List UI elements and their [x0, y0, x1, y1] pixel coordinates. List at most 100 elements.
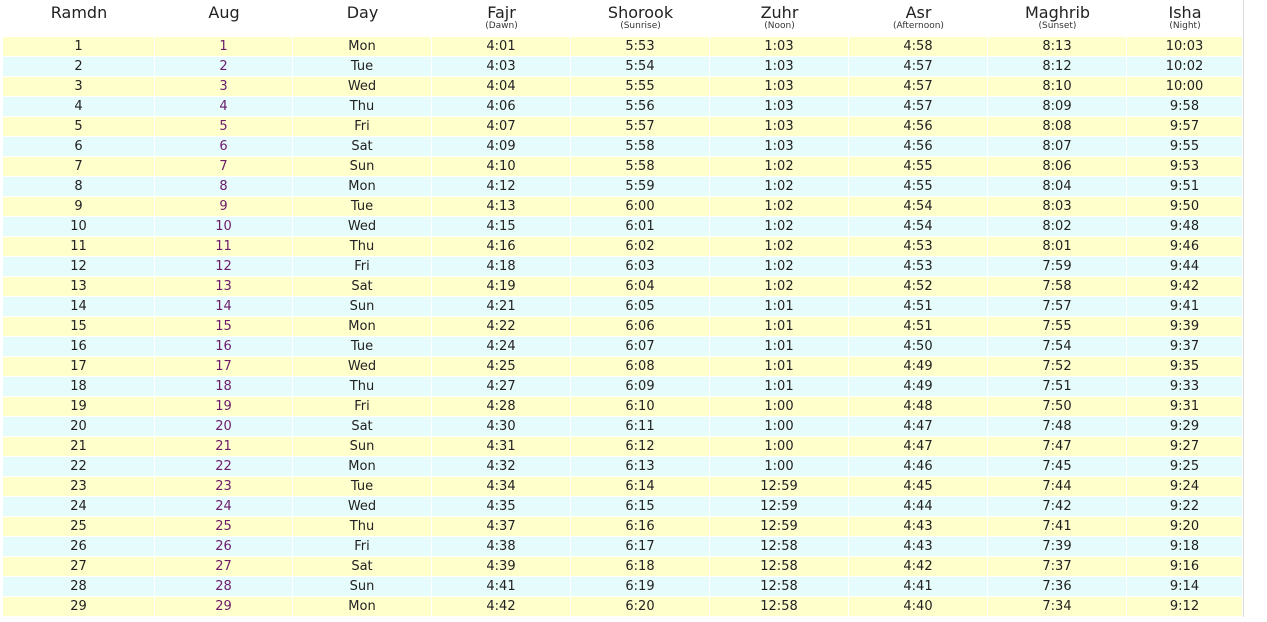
- header-subtitle: (Afternoon): [893, 21, 944, 31]
- day-cell: Wed: [293, 217, 432, 236]
- date-cell: 12: [155, 257, 293, 276]
- time-cell: 6:05: [571, 297, 710, 316]
- date-cell: 13: [155, 277, 293, 296]
- date-cell: 28: [3, 577, 155, 596]
- time-cell: 1:01: [710, 317, 849, 336]
- time-cell: 5:56: [571, 97, 710, 116]
- time-cell: 4:57: [849, 57, 988, 76]
- time-cell: 4:30: [432, 417, 571, 436]
- time-cell: 6:14: [571, 477, 710, 496]
- time-cell: 4:13: [432, 197, 571, 216]
- date-cell: 11: [3, 237, 155, 256]
- time-cell: 9:48: [1127, 217, 1243, 236]
- day-cell: Tue: [293, 197, 432, 216]
- header-cell: Zuhr (Noon): [710, 0, 849, 37]
- time-cell: 4:43: [849, 517, 988, 536]
- time-cell: 8:02: [988, 217, 1127, 236]
- time-cell: 9:55: [1127, 137, 1243, 156]
- time-cell: 1:03: [710, 37, 849, 56]
- time-cell: 6:04: [571, 277, 710, 296]
- header-cell: Asr (Afternoon): [849, 0, 988, 37]
- time-cell: 1:03: [710, 97, 849, 116]
- date-cell: 2: [155, 57, 293, 76]
- time-cell: 4:28: [432, 397, 571, 416]
- day-cell: Sun: [293, 577, 432, 596]
- time-cell: 7:44: [988, 477, 1127, 496]
- time-cell: 9:27: [1127, 437, 1243, 456]
- day-cell: Mon: [293, 317, 432, 336]
- date-cell: 3: [3, 77, 155, 96]
- date-cell: 15: [3, 317, 155, 336]
- time-cell: 6:11: [571, 417, 710, 436]
- time-cell: 4:51: [849, 317, 988, 336]
- time-cell: 1:00: [710, 457, 849, 476]
- header-subtitle: (Noon): [764, 21, 795, 31]
- day-cell: Mon: [293, 597, 432, 616]
- date-cell: 10: [155, 217, 293, 236]
- day-cell: Wed: [293, 357, 432, 376]
- time-cell: 9:57: [1127, 117, 1243, 136]
- time-cell: 5:54: [571, 57, 710, 76]
- time-cell: 9:12: [1127, 597, 1243, 616]
- time-cell: 4:56: [849, 117, 988, 136]
- time-cell: 8:01: [988, 237, 1127, 256]
- time-cell: 9:33: [1127, 377, 1243, 396]
- time-cell: 4:37: [432, 517, 571, 536]
- day-cell: Sun: [293, 437, 432, 456]
- date-cell: 25: [155, 517, 293, 536]
- header-title: Fajr: [487, 3, 516, 22]
- day-cell: Wed: [293, 497, 432, 516]
- time-cell: 1:03: [710, 77, 849, 96]
- time-cell: 4:03: [432, 57, 571, 76]
- time-cell: 1:01: [710, 377, 849, 396]
- time-cell: 4:41: [849, 577, 988, 596]
- time-cell: 4:39: [432, 557, 571, 576]
- time-cell: 7:59: [988, 257, 1127, 276]
- time-cell: 10:02: [1127, 57, 1243, 76]
- time-cell: 9:25: [1127, 457, 1243, 476]
- header-title: Asr: [905, 3, 932, 22]
- time-cell: 4:32: [432, 457, 571, 476]
- date-cell: 23: [155, 477, 293, 496]
- header-subtitle: (Sunrise): [620, 21, 661, 31]
- time-cell: 4:41: [432, 577, 571, 596]
- header-subtitle: (Night): [1169, 21, 1201, 31]
- time-cell: 1:00: [710, 397, 849, 416]
- date-cell: 22: [3, 457, 155, 476]
- time-cell: 4:57: [849, 97, 988, 116]
- time-cell: 8:03: [988, 197, 1127, 216]
- date-cell: 6: [3, 137, 155, 156]
- time-cell: 7:48: [988, 417, 1127, 436]
- time-cell: 4:54: [849, 197, 988, 216]
- time-cell: 9:16: [1127, 557, 1243, 576]
- day-cell: Tue: [293, 477, 432, 496]
- time-cell: 9:24: [1127, 477, 1243, 496]
- date-cell: 1: [155, 37, 293, 56]
- time-cell: 8:13: [988, 37, 1127, 56]
- time-cell: 4:42: [849, 557, 988, 576]
- time-cell: 1:02: [710, 257, 849, 276]
- time-cell: 7:47: [988, 437, 1127, 456]
- date-cell: 19: [155, 397, 293, 416]
- time-cell: 4:22: [432, 317, 571, 336]
- time-cell: 4:01: [432, 37, 571, 56]
- time-cell: 4:56: [849, 137, 988, 156]
- time-cell: 6:09: [571, 377, 710, 396]
- header-subtitle: (Dawn): [485, 21, 518, 31]
- header-cell: Ramdn: [3, 0, 155, 37]
- time-cell: 8:10: [988, 77, 1127, 96]
- date-cell: 6: [155, 137, 293, 156]
- time-cell: 9:29: [1127, 417, 1243, 436]
- time-cell: 12:58: [710, 577, 849, 596]
- time-cell: 6:03: [571, 257, 710, 276]
- time-cell: 4:49: [849, 377, 988, 396]
- header-cell: Fajr (Dawn): [432, 0, 571, 37]
- time-cell: 6:06: [571, 317, 710, 336]
- day-cell: Thu: [293, 377, 432, 396]
- date-cell: 28: [155, 577, 293, 596]
- time-cell: 7:52: [988, 357, 1127, 376]
- date-cell: 4: [155, 97, 293, 116]
- time-cell: 7:36: [988, 577, 1127, 596]
- time-cell: 9:22: [1127, 497, 1243, 516]
